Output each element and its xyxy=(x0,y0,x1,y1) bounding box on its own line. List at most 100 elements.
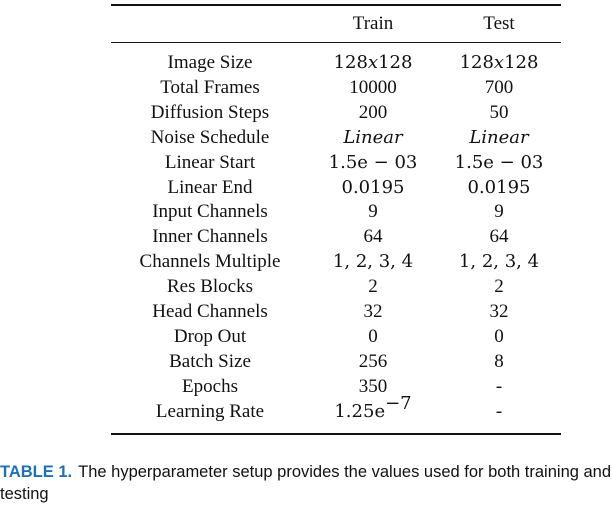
hyperparameter-table: Train Test Image Size 128x128 128x128 Total… xyxy=(111,4,561,435)
table-row: Image Size 128x128 128x128 xyxy=(111,43,561,76)
train-value: 32 xyxy=(363,301,383,323)
param-name-cell: Diffusion Steps xyxy=(150,101,270,123)
test-value-cell: 128x128 xyxy=(437,43,561,76)
table-header-rule xyxy=(111,42,561,43)
header-row: Train Test xyxy=(111,6,561,42)
param-name-cell: Image Size xyxy=(167,52,253,73)
train-value: 9 xyxy=(368,201,378,223)
test-value: 1.5e − 03 xyxy=(454,151,544,173)
train-value: 1.25e xyxy=(334,400,386,422)
test-value-cell: 9 xyxy=(437,200,561,225)
param-name-cell: Res Blocks xyxy=(166,276,254,298)
header-parameter xyxy=(111,6,309,42)
train-value-cell: 1.25e−7 xyxy=(309,394,437,433)
table-body-wrap: Image Size 128x128 128x128 Total Frames 1000… xyxy=(111,43,561,433)
test-value-cell: - xyxy=(437,375,561,400)
test-value: Linear xyxy=(469,126,529,148)
test-value-cell: 2 xyxy=(437,275,561,300)
test-value-cell: Linear xyxy=(437,126,561,151)
test-value-cell: 8 xyxy=(437,350,561,375)
train-value: 0.0195 xyxy=(341,176,405,198)
table-row: Diffusion Steps 200 50 xyxy=(111,101,561,126)
test-value: 32 xyxy=(489,301,509,323)
test-value-cell: - xyxy=(437,400,561,433)
train-value-cell: 350 xyxy=(309,375,437,400)
table-row: Linear End 0.0195 0.0195 xyxy=(111,176,561,201)
header-test: Test xyxy=(483,13,515,34)
test-value: 9 xyxy=(494,201,504,223)
train-value-cell: 200 xyxy=(309,101,437,126)
train-value-cell: 64 xyxy=(309,225,437,250)
param-name-cell: Linear Start xyxy=(164,151,256,173)
param-name-cell: Drop Out xyxy=(173,325,247,347)
param-name-cell: Learning Rate xyxy=(155,400,265,422)
train-exponent: −7 xyxy=(385,392,412,414)
table-row: Batch Size 256 8 xyxy=(111,350,561,375)
train-value-cell: 0.0195 xyxy=(309,176,437,201)
table-row: Inner Channels 64 64 xyxy=(111,225,561,250)
param-name-cell: Inner Channels xyxy=(152,226,268,248)
train-value: 2 xyxy=(368,276,378,298)
test-value-cell: 0.0195 xyxy=(437,176,561,201)
param-name-cell: Noise Schedule xyxy=(150,126,270,148)
test-value: 2 xyxy=(494,276,504,298)
test-value: 50 xyxy=(489,101,509,123)
table-row: Linear Start 1.5e − 03 1.5e − 03 xyxy=(111,151,561,176)
table-row: Total Frames 10000 700 xyxy=(111,76,561,101)
test-value: - xyxy=(495,400,503,422)
train-value-cell: 32 xyxy=(309,300,437,325)
test-value-cell: 1.5e − 03 xyxy=(437,151,561,176)
train-value-cell: 10000 xyxy=(309,76,437,101)
test-value-cell: 32 xyxy=(437,300,561,325)
param-name-cell: Epochs xyxy=(182,375,238,397)
test-value-cell: 700 xyxy=(437,76,561,101)
table-row: Input Channels 9 9 xyxy=(111,200,561,225)
test-value-cell: 1, 2, 3, 4 xyxy=(437,250,561,275)
table-row: Noise Schedule Linear Linear xyxy=(111,126,561,151)
param-name-cell: Batch Size xyxy=(169,350,251,372)
table-row: Head Channels 32 32 xyxy=(111,300,561,325)
test-value: 128x128 xyxy=(459,52,539,73)
caption-text: The hyperparameter setup provides the va… xyxy=(0,463,612,503)
table-bottom-rule xyxy=(111,432,561,435)
train-value: 0 xyxy=(368,325,378,347)
test-value: 0 xyxy=(494,325,504,347)
train-value-cell: 256 xyxy=(309,350,437,375)
test-value: 700 xyxy=(484,76,514,98)
train-value-cell: 2 xyxy=(309,275,437,300)
test-value-cell: 50 xyxy=(437,101,561,126)
train-value-cell: Linear xyxy=(309,126,437,151)
train-value: 256 xyxy=(358,350,388,372)
train-value-cell: 9 xyxy=(309,200,437,225)
train-value: 1.5e − 03 xyxy=(328,151,418,173)
table: Train Test xyxy=(111,6,561,42)
train-value: 10000 xyxy=(349,76,397,98)
train-value: 1, 2, 3, 4 xyxy=(332,251,414,273)
test-value-cell: 64 xyxy=(437,225,561,250)
table-body: Image Size 128x128 128x128 Total Frames 1000… xyxy=(111,43,561,433)
train-value-cell: 128x128 xyxy=(309,43,437,76)
train-value-cell: 1, 2, 3, 4 xyxy=(309,250,437,275)
train-value: 350 xyxy=(358,375,388,397)
param-name-cell: Channels Multiple xyxy=(139,251,281,273)
table-top-rule xyxy=(111,4,561,6)
param-name-cell: Head Channels xyxy=(152,301,268,323)
param-name-cell: Input Channels xyxy=(152,201,268,223)
table-row: Learning Rate 1.25e−7 - xyxy=(111,394,561,433)
table-caption: TABLE 1. The hyperparameter setup provide… xyxy=(0,461,612,505)
train-value-cell: 1.5e − 03 xyxy=(309,151,437,176)
test-value: - xyxy=(495,375,503,397)
test-value: 0.0195 xyxy=(467,176,531,198)
table-row: Drop Out 0 0 xyxy=(111,325,561,350)
train-value: 64 xyxy=(363,226,383,248)
train-value: 200 xyxy=(358,101,388,123)
train-value: 128x128 xyxy=(333,52,413,73)
table-row: Res Blocks 2 2 xyxy=(111,275,561,300)
table-row: Channels Multiple 1, 2, 3, 4 1, 2, 3, 4 xyxy=(111,250,561,275)
caption-label: TABLE 1. xyxy=(0,463,73,481)
train-value: Linear xyxy=(343,126,403,148)
header-train: Train xyxy=(352,13,394,34)
table-header: Train Test xyxy=(111,6,561,42)
train-value-cell: 0 xyxy=(309,325,437,350)
test-value-cell: 0 xyxy=(437,325,561,350)
